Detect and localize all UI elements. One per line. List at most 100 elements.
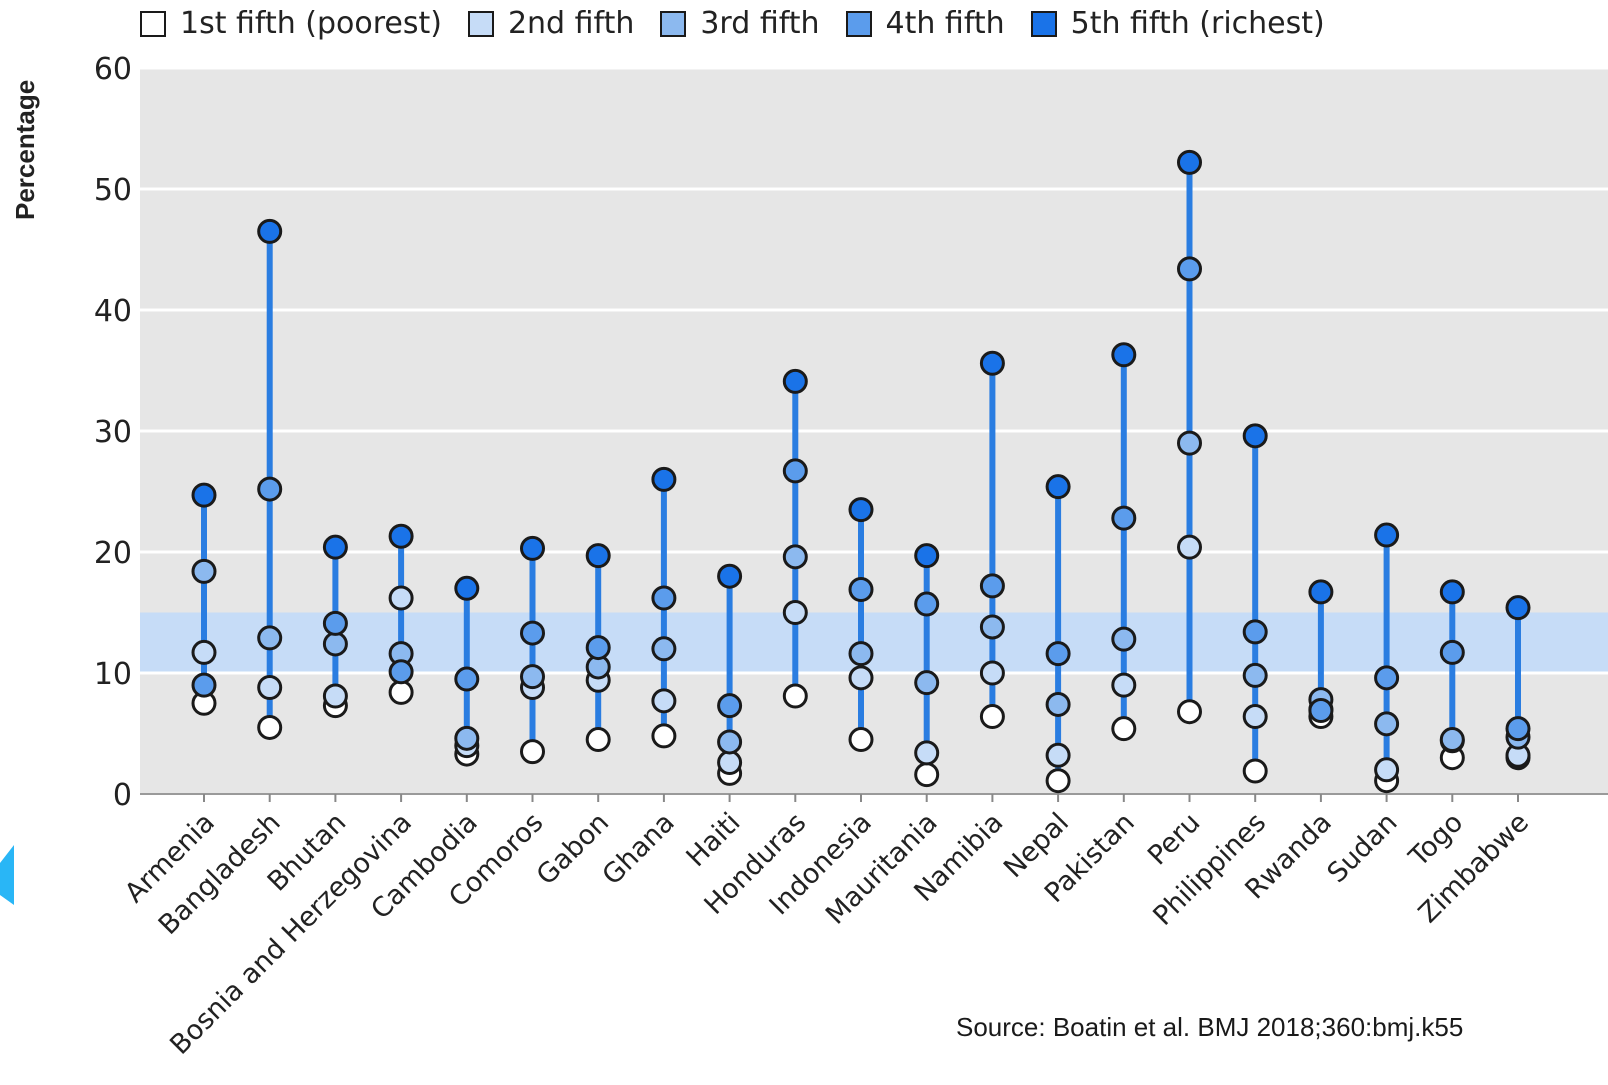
data-point-5 xyxy=(1045,474,1071,500)
data-point-2 xyxy=(1111,672,1137,698)
y-tick-label: 50 xyxy=(94,173,132,208)
legend-swatch xyxy=(140,10,166,37)
data-point-5 xyxy=(191,482,217,508)
legend: 1st fifth (poorest) 2nd fifth 3rd fifth 4th… xyxy=(140,6,1325,41)
data-point-5 xyxy=(1374,522,1400,548)
data-point-5 xyxy=(1505,595,1531,621)
data-point-4 xyxy=(1439,639,1465,665)
data-point-4 xyxy=(191,672,217,698)
data-point-3 xyxy=(454,725,480,751)
data-point-4 xyxy=(585,635,611,661)
legend-item: 1st fifth (poorest) xyxy=(140,6,442,41)
legend-label: 1st fifth (poorest) xyxy=(180,6,442,41)
data-point-3 xyxy=(979,614,1005,640)
data-point-2 xyxy=(979,660,1005,686)
legend-label: 2nd fifth xyxy=(507,6,635,41)
data-point-2 xyxy=(1045,742,1071,768)
data-point-4 xyxy=(651,585,677,611)
y-tick-label: 60 xyxy=(94,52,132,87)
data-point-1 xyxy=(979,704,1005,730)
data-point-1 xyxy=(1045,768,1071,794)
x-tick-label: Gabon xyxy=(531,807,615,891)
data-point-5 xyxy=(257,218,283,244)
data-point-4 xyxy=(782,458,808,484)
data-point-5 xyxy=(322,534,348,560)
data-point-3 xyxy=(1045,691,1071,717)
data-point-4 xyxy=(1505,716,1531,742)
y-tick-label: 40 xyxy=(94,294,132,329)
data-point-4 xyxy=(1045,641,1071,667)
data-point-5 xyxy=(388,523,414,549)
data-point-3 xyxy=(1177,430,1202,456)
data-point-4 xyxy=(520,620,545,646)
decorative-shape xyxy=(0,845,14,905)
data-point-3 xyxy=(1242,662,1268,688)
data-point-4 xyxy=(1111,505,1137,531)
legend-item: 5th fifth (richest) xyxy=(1030,6,1325,41)
data-point-4 xyxy=(979,573,1005,599)
data-point-2 xyxy=(782,600,808,625)
legend-swatch xyxy=(467,10,494,37)
data-point-4 xyxy=(322,610,348,636)
y-tick-label: 0 xyxy=(113,778,132,813)
y-tick-label: 20 xyxy=(94,536,132,571)
data-point-5 xyxy=(651,466,677,492)
data-point-5 xyxy=(848,497,874,523)
data-point-3 xyxy=(914,670,940,696)
data-point-2 xyxy=(191,639,217,665)
data-point-2 xyxy=(388,585,414,611)
data-point-4 xyxy=(848,577,874,603)
source-note: Source: Boatin et al. BMJ 2018;360:bmj.k… xyxy=(956,1012,1464,1042)
data-point-1 xyxy=(1111,716,1137,742)
data-point-1 xyxy=(651,723,677,749)
data-point-4 xyxy=(1177,256,1202,282)
data-point-1 xyxy=(585,727,611,753)
data-point-4 xyxy=(388,659,414,685)
data-point-2 xyxy=(1242,704,1268,730)
data-point-1 xyxy=(782,683,808,709)
data-point-4 xyxy=(914,591,940,617)
y-tick-label: 10 xyxy=(94,657,132,692)
data-point-5 xyxy=(1308,579,1334,605)
legend-swatch xyxy=(845,10,872,37)
data-point-5 xyxy=(1111,342,1137,368)
data-point-3 xyxy=(848,641,874,667)
x-tick-label: Sudan xyxy=(1321,807,1403,889)
data-point-5 xyxy=(717,563,743,589)
data-point-1 xyxy=(1177,699,1202,725)
data-point-5 xyxy=(914,543,940,569)
legend-label: 3rd fifth xyxy=(700,6,820,41)
data-point-4 xyxy=(454,666,480,692)
data-point-2 xyxy=(257,675,283,701)
highlight-band xyxy=(140,612,1608,673)
data-point-1 xyxy=(257,714,283,740)
legend-label: 5th fifth (richest) xyxy=(1070,6,1325,41)
y-tick-label: 30 xyxy=(94,415,132,450)
x-tick-label: Ghana xyxy=(597,807,681,891)
data-point-4 xyxy=(1242,619,1268,645)
data-point-3 xyxy=(1439,727,1465,753)
data-point-2 xyxy=(1374,757,1400,783)
data-point-5 xyxy=(1242,423,1268,449)
legend-label: 4th fifth xyxy=(885,6,1005,41)
legend-item: 2nd fifth xyxy=(467,6,635,41)
data-point-1 xyxy=(848,727,874,753)
data-point-5 xyxy=(454,575,480,601)
legend-item: 3rd fifth xyxy=(660,6,820,41)
legend-item: 4th fifth xyxy=(845,6,1005,41)
data-point-5 xyxy=(979,350,1005,376)
data-point-3 xyxy=(651,636,677,662)
data-point-3 xyxy=(717,729,743,755)
data-point-4 xyxy=(1374,665,1400,691)
data-point-2 xyxy=(1177,534,1202,560)
data-point-4 xyxy=(1308,698,1334,724)
data-point-1 xyxy=(914,762,940,788)
data-point-2 xyxy=(322,683,348,709)
data-point-3 xyxy=(1374,711,1400,737)
data-point-4 xyxy=(717,693,743,719)
legend-swatch xyxy=(1030,10,1057,37)
data-point-1 xyxy=(388,679,414,705)
data-point-5 xyxy=(585,543,611,569)
data-point-5 xyxy=(1177,149,1202,175)
